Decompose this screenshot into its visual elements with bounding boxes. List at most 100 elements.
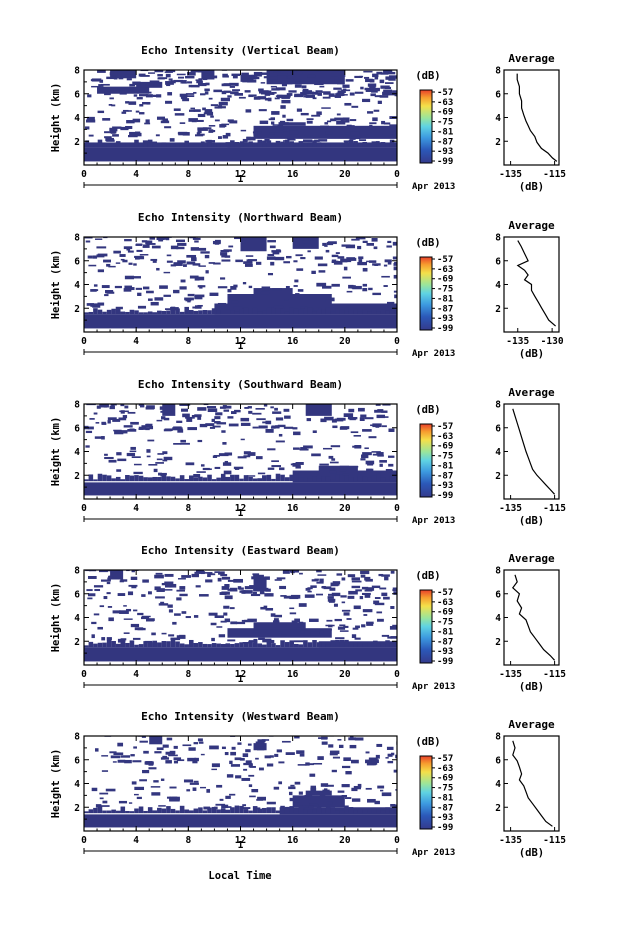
echo-cell (113, 76, 118, 80)
echo-cell (272, 411, 282, 414)
echo-cell (145, 83, 154, 88)
echo-cell (161, 416, 166, 420)
profile-line (516, 73, 558, 162)
echo-cell (157, 74, 163, 77)
echo-cell (302, 90, 313, 94)
echo-cell (111, 809, 116, 814)
echo-cell (288, 786, 296, 790)
profile-title: Average (508, 52, 555, 65)
echo-cell (252, 142, 258, 148)
echo-cell (135, 287, 143, 290)
echo-cell (197, 113, 206, 118)
echo-cell (211, 308, 217, 315)
echo-cell (325, 476, 331, 482)
echo-block (240, 74, 254, 82)
echo-cell (394, 92, 397, 97)
echo-cell (138, 806, 144, 814)
profile-y-tick-label: 6 (495, 423, 501, 434)
echo-cell (152, 312, 158, 315)
echo-cell (129, 640, 135, 648)
echo-cell (354, 75, 363, 79)
echo-cell (179, 142, 185, 148)
x-tick-label: 12 (235, 503, 246, 514)
echo-cell (377, 409, 384, 412)
echo-cell (123, 425, 133, 428)
echo-cell (170, 142, 176, 148)
echo-cell (350, 131, 360, 136)
echo-cell (156, 267, 160, 271)
echo-cell (233, 578, 244, 583)
echo-cell (133, 94, 138, 97)
echo-cell (85, 445, 90, 448)
echo-cell (244, 90, 251, 93)
colorbar-unit: (dB) (415, 237, 440, 249)
echo-cell (373, 109, 380, 112)
echo-cell (198, 310, 203, 315)
echo-cell (394, 476, 397, 482)
echo-cell (383, 264, 388, 267)
echo-cell (253, 630, 259, 633)
echo-cell (181, 96, 188, 100)
echo-cell (317, 756, 324, 760)
echo-cell (255, 757, 259, 760)
colorbar-tick-label: -81 (437, 793, 453, 803)
echo-cell (101, 436, 105, 440)
echo-cell (142, 101, 151, 105)
echo-cell (320, 783, 329, 787)
x-tick-label: 0 (81, 669, 87, 680)
echo-cell (389, 810, 395, 814)
echo-cell (151, 245, 161, 249)
echo-block (253, 743, 267, 751)
echo-cell (320, 125, 330, 129)
echo-cell (328, 744, 334, 748)
echo-cell (84, 479, 89, 482)
echo-cell (351, 238, 360, 241)
echo-cell (220, 574, 228, 577)
echo-cell (334, 117, 344, 121)
echo-cell (379, 79, 385, 84)
echo-cell (97, 88, 108, 93)
echo-cell (106, 309, 112, 315)
echo-cell (230, 140, 235, 148)
echo-cell (367, 808, 372, 814)
echo-cell (172, 621, 177, 625)
echo-cell (147, 618, 155, 621)
echo-cell (211, 418, 215, 422)
echo-cell (326, 120, 332, 123)
colorbar-tick-label: -69 (437, 608, 453, 618)
echo-cell (109, 72, 118, 76)
echo-cell (119, 610, 129, 614)
x-tick-label: 8 (185, 169, 191, 180)
echo-cell (218, 453, 229, 457)
echo-cell (106, 263, 111, 267)
echo-cell (319, 85, 325, 88)
echo-cell (344, 307, 349, 315)
echo-cell (214, 106, 219, 109)
echo-cell (137, 305, 147, 309)
echo-cell (347, 416, 358, 420)
colorbar-tick-label: -81 (437, 627, 453, 637)
echo-cell (292, 70, 297, 72)
echo-cell (375, 141, 380, 144)
echo-cell (253, 638, 258, 643)
echo-cell (305, 762, 310, 766)
colorbar-tick-label: -81 (437, 127, 453, 137)
echo-cell (125, 642, 130, 648)
echo-cell (325, 131, 333, 135)
echo-cell (198, 127, 208, 131)
echo-cell (281, 82, 287, 85)
echo-cell (376, 95, 382, 97)
echo-cell (330, 118, 337, 122)
echo-cell (206, 789, 211, 793)
echo-cell (339, 127, 343, 129)
echo-cell (137, 292, 142, 296)
echo-cell (162, 451, 168, 455)
echo-cell (217, 577, 222, 582)
echo-cell (394, 142, 397, 148)
echo-cell (357, 474, 363, 482)
echo-cell (307, 74, 316, 78)
colorbar-tick-label: -99 (437, 823, 453, 833)
echo-cell (91, 621, 97, 625)
echo-cell (129, 475, 135, 482)
echo-cell (284, 642, 290, 648)
